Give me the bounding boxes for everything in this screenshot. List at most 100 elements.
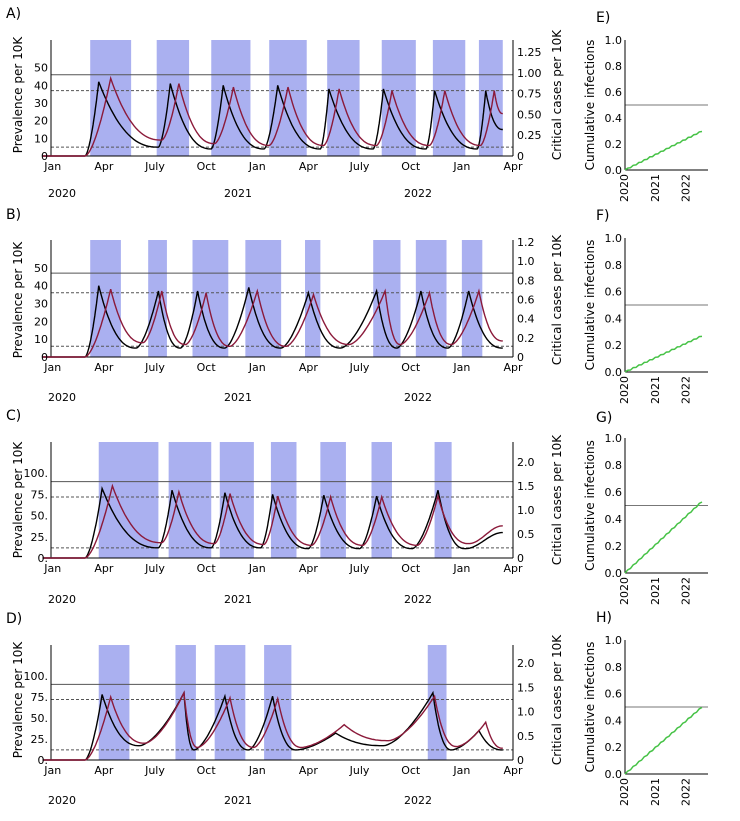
y-tick-label: 0.6	[605, 688, 623, 701]
panel-label: A)	[6, 6, 21, 22]
x-tick-label: Apr	[94, 562, 114, 575]
y-tick-label: 20	[34, 115, 48, 128]
y-tick-label: 50.	[31, 712, 49, 725]
x-tick-label: 2020	[618, 376, 631, 404]
x-tick-label: Oct	[401, 160, 421, 173]
x-tick-label: 2022	[680, 577, 693, 605]
year-label: 2020	[48, 593, 76, 606]
x-tick-label: Apr	[299, 160, 319, 173]
prevalence-panel-0	[42, 40, 514, 157]
y-tick-label: 0.8	[605, 661, 623, 674]
y-tick-label: 0	[41, 351, 48, 364]
y-tick-label: 0.8	[605, 459, 623, 472]
x-tick-label: Jan	[43, 361, 61, 374]
y-axis-title: Cumulative infections	[583, 240, 597, 371]
y-tick-label: 0	[41, 150, 48, 163]
x-tick-label: Jan	[43, 160, 61, 173]
y-tick-label: 50	[34, 262, 48, 275]
panel-label: F)	[596, 208, 610, 224]
x-tick-label: Apr	[503, 562, 523, 575]
x-tick-label: Apr	[94, 764, 114, 777]
cumulative-panel-0	[624, 40, 708, 171]
cumulative-series-line	[624, 501, 703, 574]
year-label: 2021	[224, 187, 252, 200]
y2-tick-label: 1.00	[517, 67, 542, 80]
series-line-black	[42, 81, 503, 157]
x-tick-label: July	[349, 562, 370, 575]
panel-label: D)	[6, 611, 22, 627]
panel-label: G)	[596, 410, 612, 426]
y-tick-label: 0.6	[605, 286, 623, 299]
prevalence-panel-2	[42, 442, 514, 559]
y2-tick-label: 1.0	[517, 255, 535, 268]
year-label: 2021	[224, 794, 252, 807]
x-tick-label: Oct	[401, 562, 421, 575]
x-tick-label: Jan	[248, 764, 266, 777]
y2-tick-label: 0.25	[517, 129, 542, 142]
x-tick-label: Jan	[43, 764, 61, 777]
y2-axis-title: Critical cases per 10K	[550, 434, 564, 565]
y-tick-label: 75.	[31, 488, 49, 501]
series-line-red	[42, 690, 503, 761]
panel-label: H)	[596, 610, 612, 626]
x-tick-label: Oct	[401, 764, 421, 777]
year-label: 2020	[48, 391, 76, 404]
x-tick-label: Apr	[503, 764, 523, 777]
y-tick-label: 0.	[38, 754, 49, 767]
y-tick-label: 0.4	[605, 513, 623, 526]
cumulative-series-line	[624, 335, 703, 373]
x-tick-label: 2022	[680, 778, 693, 806]
panel-label: C)	[6, 408, 21, 424]
x-tick-label: Apr	[299, 764, 319, 777]
y2-tick-label: 1.0	[517, 504, 535, 517]
x-tick-label: July	[349, 361, 370, 374]
x-tick-label: 2022	[680, 174, 693, 202]
y-tick-label: 0.0	[605, 567, 623, 580]
y-axis-title: Cumulative infections	[583, 440, 597, 571]
cumulative-series-line	[624, 130, 703, 171]
y-tick-label: 40	[34, 280, 48, 293]
x-tick-label: Jan	[452, 361, 470, 374]
year-label: 2020	[48, 794, 76, 807]
shaded-period	[432, 40, 466, 156]
y-tick-label: 100.	[24, 467, 49, 480]
y-tick-label: 1.0	[605, 634, 623, 647]
x-tick-label: Jan	[248, 361, 266, 374]
x-tick-label: 2021	[649, 376, 662, 404]
y2-axis-title: Critical cases per 10K	[550, 29, 564, 160]
y-axis-title: Cumulative infections	[583, 642, 597, 773]
x-tick-label: July	[144, 764, 165, 777]
x-tick-label: Apr	[503, 160, 523, 173]
y-tick-label: 50.	[31, 510, 49, 523]
y-axis-title: Prevalence per 10K	[11, 641, 25, 759]
shaded-period	[90, 240, 121, 357]
y-tick-label: 0.2	[605, 138, 623, 151]
series-line-red	[42, 75, 503, 157]
year-label: 2020	[48, 187, 76, 200]
x-tick-label: Apr	[94, 160, 114, 173]
y-tick-label: 10	[34, 333, 48, 346]
x-tick-label: 2021	[649, 577, 662, 605]
x-tick-label: Jan	[248, 160, 266, 173]
y2-tick-label: 1.0	[517, 706, 535, 719]
x-tick-label: Oct	[197, 361, 217, 374]
shaded-period	[427, 645, 447, 760]
y-tick-label: 25.	[31, 531, 49, 544]
year-label: 2021	[224, 593, 252, 606]
year-label: 2022	[404, 391, 432, 404]
y-tick-label: 100.	[24, 670, 49, 683]
x-tick-label: July	[349, 160, 370, 173]
y2-tick-label: 0.2	[517, 332, 535, 345]
x-tick-label: Jan	[452, 764, 470, 777]
y-tick-label: 1.0	[605, 232, 623, 245]
y-axis-title: Cumulative infections	[583, 40, 597, 171]
cumulative-panel-1	[624, 238, 708, 373]
y2-tick-label: 0	[517, 754, 524, 767]
y-tick-label: 0.	[38, 552, 49, 565]
year-label: 2021	[224, 391, 252, 404]
y-tick-label: 0.0	[605, 366, 623, 379]
x-tick-label: Oct	[197, 764, 217, 777]
y-tick-label: 1.0	[605, 432, 623, 445]
x-tick-label: 2020	[618, 577, 631, 605]
